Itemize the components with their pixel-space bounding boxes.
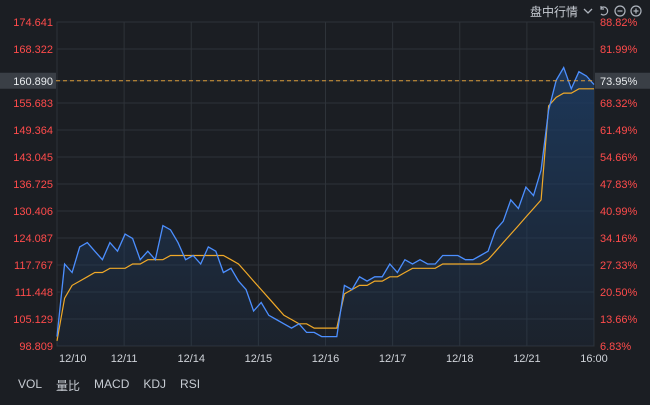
current-price-label-right: 73.95% (600, 76, 638, 88)
y-left-tick-label: 117.767 (14, 260, 53, 272)
x-tick-label: 12/16 (312, 353, 340, 365)
y-left-tick-label: 105.129 (13, 314, 53, 326)
x-tick-label: 12/14 (177, 353, 205, 365)
y-right-tick-label: 88.82% (600, 17, 638, 29)
current-price-box-right (595, 72, 650, 89)
tab-rsi[interactable]: RSI (180, 377, 201, 391)
y-right-tick-label: 6.83% (600, 341, 631, 353)
y-left-tick-label: 168.322 (13, 44, 53, 56)
y-right-tick-label: 13.66% (600, 314, 638, 326)
zoom-out-icon[interactable] (614, 5, 626, 17)
y-right-tick-label: 40.99% (600, 206, 638, 218)
chevron-down-icon[interactable] (582, 5, 594, 17)
y-right-tick-label: 20.50% (600, 287, 638, 299)
x-tick-label: 12/15 (245, 353, 273, 365)
y-right-tick-label: 68.32% (600, 98, 638, 110)
y-right-tick-label: 54.66% (600, 152, 638, 164)
tab-vol[interactable]: VOL (18, 377, 43, 391)
tab-kdj[interactable]: KDJ (143, 377, 167, 391)
y-left-tick-label: 143.045 (13, 152, 53, 164)
x-tick-label: 12/10 (59, 353, 87, 365)
toolbar-title[interactable]: 盘中行情 (529, 4, 578, 19)
y-left-tick-label: 130.406 (13, 206, 53, 218)
y-left-tick-label: 174.641 (13, 17, 53, 29)
y-right-tick-label: 61.49% (600, 125, 638, 137)
x-tick-label: 16:00 (580, 353, 608, 365)
price-line (56, 65, 595, 338)
tab-volume-ratio[interactable]: 量比 (56, 379, 81, 393)
average-price-line (56, 88, 594, 342)
toolbar: 盘中行情 (530, 3, 642, 19)
y-left-tick-label: 98.809 (19, 341, 53, 353)
current-price-label-left: 160.890 (13, 76, 53, 88)
x-tick-label: 12/17 (379, 353, 407, 365)
y-right-tick-label: 81.99% (600, 44, 638, 56)
y-left-tick-label: 149.364 (13, 125, 53, 137)
indicator-tabs: VOL 量比 MACD KDJ RSI (18, 377, 200, 394)
x-tick-label: 12/21 (513, 353, 541, 365)
y-left-tick-label: 155.683 (13, 98, 53, 110)
undo-icon[interactable] (598, 5, 610, 17)
price-area-fill (57, 67, 594, 346)
current-price-box-left (0, 72, 56, 89)
y-right-tick-label: 27.33% (600, 260, 638, 272)
tab-macd[interactable]: MACD (94, 377, 130, 391)
y-left-tick-label: 136.725 (13, 179, 53, 191)
y-left-tick-label: 111.448 (15, 287, 53, 299)
y-left-tick-label: 124.087 (13, 233, 53, 245)
zoom-in-icon[interactable] (630, 5, 642, 17)
x-tick-label: 12/11 (111, 353, 138, 365)
x-tick-label: 12/18 (446, 353, 474, 365)
y-right-tick-label: 34.16% (600, 233, 638, 245)
y-right-tick-label: 47.83% (600, 179, 638, 191)
